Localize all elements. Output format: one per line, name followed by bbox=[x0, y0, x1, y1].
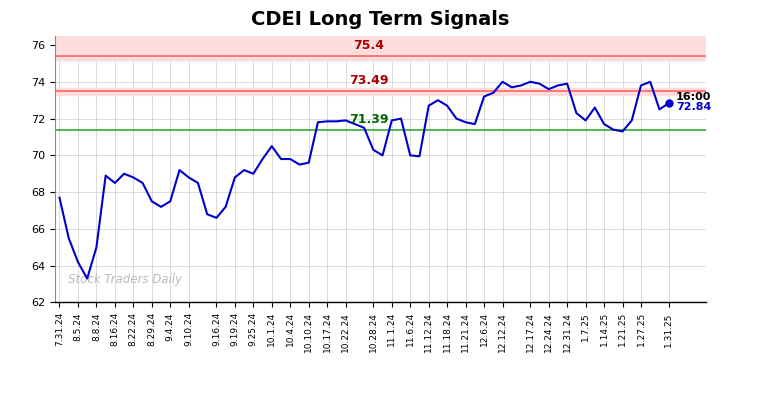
Text: 72.84: 72.84 bbox=[676, 102, 711, 112]
Text: 71.39: 71.39 bbox=[349, 113, 388, 126]
Title: CDEI Long Term Signals: CDEI Long Term Signals bbox=[251, 10, 510, 29]
Text: 16:00: 16:00 bbox=[676, 92, 711, 102]
Text: Stock Traders Daily: Stock Traders Daily bbox=[68, 273, 182, 287]
Text: 75.4: 75.4 bbox=[354, 39, 384, 52]
Bar bbox=[55, 36, 706, 60]
Text: 73.49: 73.49 bbox=[349, 74, 388, 87]
Bar bbox=[55, 88, 706, 95]
